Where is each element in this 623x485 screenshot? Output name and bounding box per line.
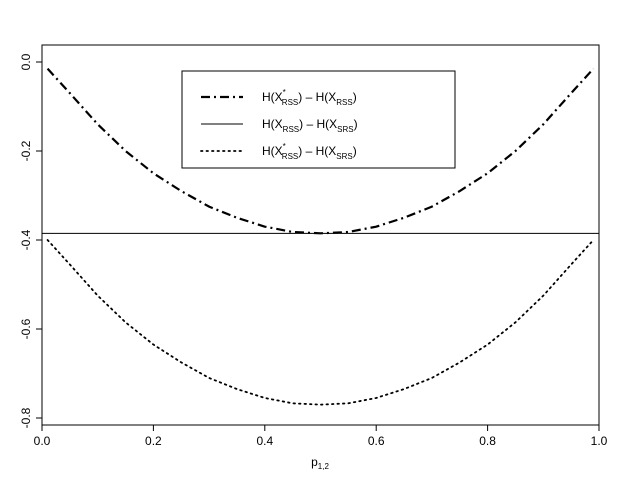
x-tick-label: 0.4 [256,434,273,448]
legend-label-1: H(X* RSS) – H(XRSS) [262,88,357,107]
y-tick-label: 0.0 [19,53,33,70]
y-axis: 0.0 -0.2 -0.4 -0.6 -0.8 [19,53,43,428]
x-axis-label: p1,2 [311,455,329,471]
legend: H(X* RSS) – H(XRSS) H(XRSS) – H(XSRS) H(X* R… [181,70,456,169]
y-tick-label: -0.4 [19,229,33,250]
x-tick-label: 1.0 [591,434,608,448]
x-tick-label: 0.6 [368,434,385,448]
series-line-3 [46,239,595,406]
x-tick-label: 0.8 [479,434,496,448]
legend-label-3: H(X* RSS) – H(XSRS) [262,142,357,161]
legend-box [181,70,456,169]
x-tick-label: 0.2 [145,434,162,448]
y-tick-label: -0.2 [19,140,33,161]
y-tick-label: -0.6 [19,318,33,339]
x-axis-label-sub: 1,2 [318,462,330,471]
legend-label-2: H(XRSS) – H(XSRS) [262,117,358,134]
x-axis-label-base: p [311,455,318,469]
y-tick-label: -0.8 [19,407,33,428]
x-tick-label: 0.0 [34,434,51,448]
x-axis: 0.0 0.2 0.4 0.6 0.8 1.0 [34,424,608,448]
series-layer [42,67,599,406]
